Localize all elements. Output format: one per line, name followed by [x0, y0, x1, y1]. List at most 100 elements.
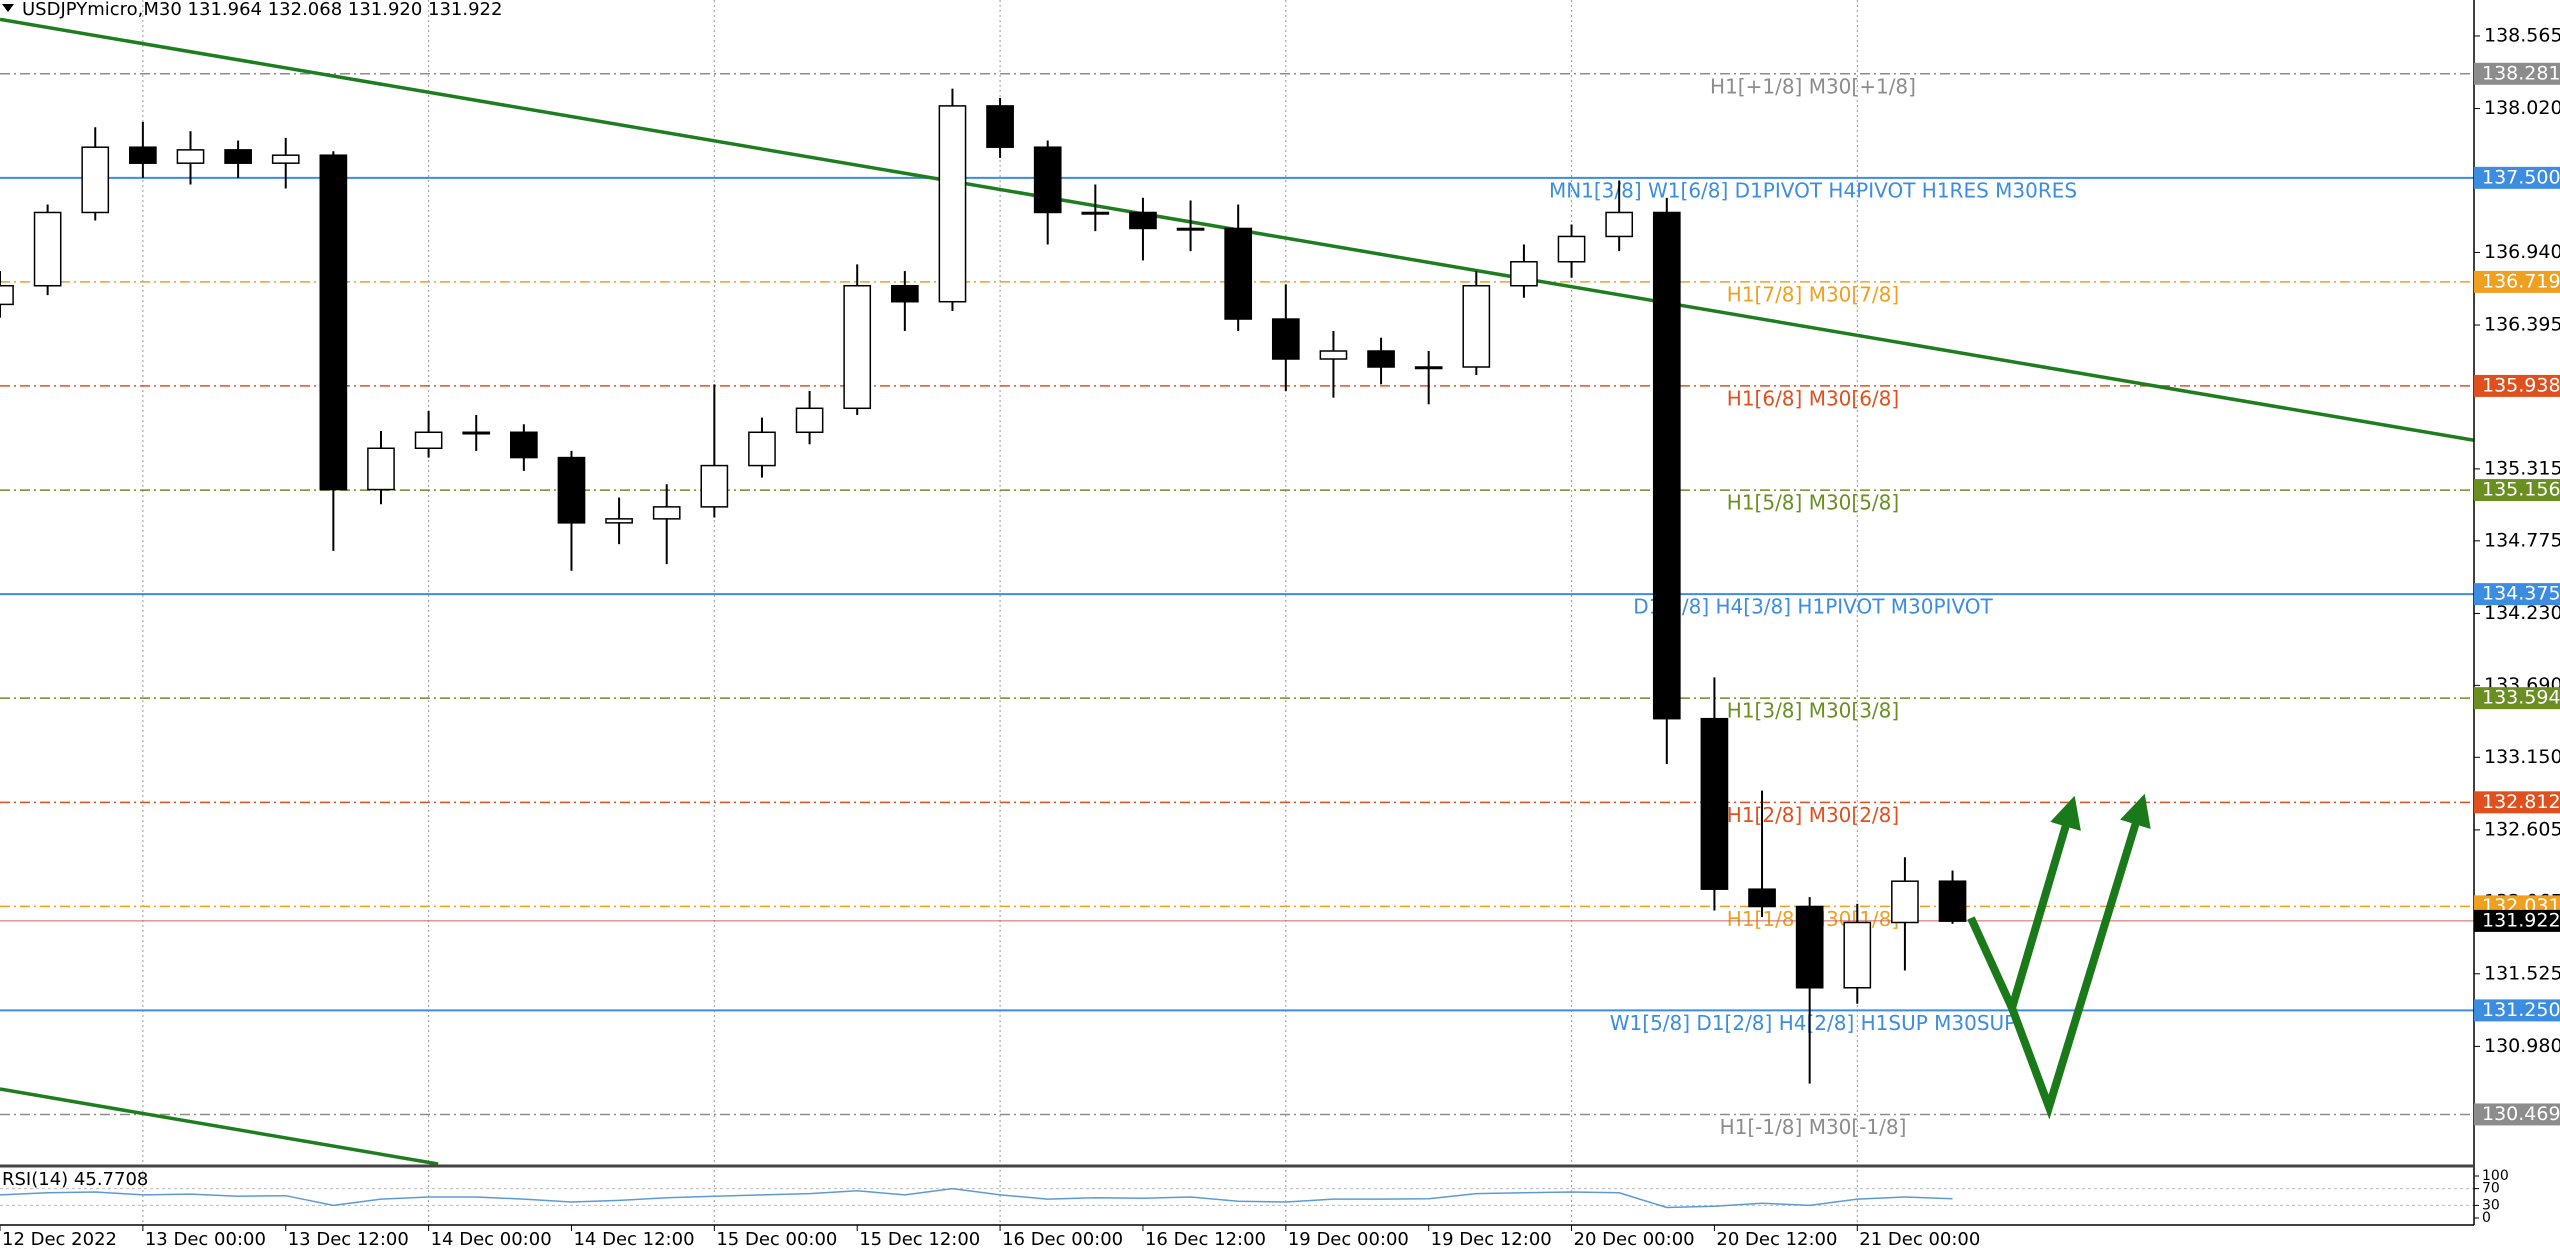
- x-tick-label: 15 Dec 00:00: [716, 1229, 837, 1250]
- candle-body: [319, 154, 348, 491]
- current-price-label: 131.922: [2482, 909, 2560, 931]
- indicator-tick-label: 0: [2482, 1210, 2491, 1226]
- candle-body: [1938, 880, 1967, 922]
- level-price-box: [2474, 270, 2560, 293]
- indicator-line: [0, 1187, 1953, 1209]
- candle-body: [938, 105, 967, 303]
- candle-body: [748, 431, 776, 467]
- level-price-label: 138.281: [2482, 62, 2560, 84]
- x-tick-label: 21 Dec 00:00: [1859, 1229, 1980, 1250]
- x-tick-label: 12 Dec 2022: [2, 1229, 117, 1250]
- grid: [0, 0, 2480, 1231]
- candle-body: [890, 284, 919, 303]
- candle-body: [795, 407, 824, 434]
- level-price-label: 137.500: [2482, 166, 2560, 188]
- x-tick-label: 16 Dec 00:00: [1002, 1229, 1123, 1250]
- candle-body: [1891, 880, 1919, 924]
- candle-body: [1462, 284, 1491, 368]
- level-price-box: [2474, 687, 2560, 710]
- candle-body: [1081, 211, 1110, 215]
- candle-body: [605, 518, 633, 524]
- candle-body: [700, 464, 729, 508]
- level-label: H1[7/8] M30[7/8]: [1727, 282, 1899, 306]
- level-price-box: [2474, 166, 2560, 189]
- level-price-label: 131.250: [2482, 999, 2560, 1021]
- level-price-box: [2474, 999, 2560, 1022]
- x-tick-label: 19 Dec 00:00: [1288, 1229, 1409, 1250]
- candle-body: [1319, 350, 1348, 360]
- level-label: H1[+1/8] M30[+1/8]: [1710, 74, 1916, 98]
- candle-body: [414, 431, 443, 450]
- candle-body: [1414, 366, 1443, 370]
- x-tick-label: 13 Dec 00:00: [145, 1229, 266, 1250]
- candle-body: [986, 105, 1014, 148]
- x-tick-label: 19 Dec 12:00: [1431, 1229, 1552, 1250]
- candle-body: [271, 154, 300, 164]
- candle-body: [1367, 350, 1395, 368]
- candle-body: [176, 149, 205, 164]
- level-label: D1[3/8] H4[3/8] H1PIVOT M30PIVOT: [1633, 595, 1993, 619]
- x-tick-label: 14 Dec 00:00: [431, 1229, 552, 1250]
- forecast-arrow: [2008, 793, 2151, 1120]
- level-price-box: [2474, 479, 2560, 502]
- y-tick-label: 132.605: [2484, 818, 2560, 840]
- candle-body: [1271, 318, 1300, 360]
- level-price-box: [2474, 1103, 2560, 1126]
- indicator-tick-label: 30: [2482, 1197, 2500, 1213]
- candle-body: [33, 211, 62, 287]
- trendline: [0, 1087, 439, 1166]
- candle-body: [1557, 235, 1586, 263]
- indicator-tick-label: 100: [2482, 1168, 2509, 1184]
- y-tick-label: 134.775: [2484, 529, 2560, 551]
- candle-body: [1652, 211, 1681, 720]
- candle-body: [1224, 227, 1253, 320]
- candle-body: [843, 284, 872, 410]
- candle-body: [1843, 921, 1872, 989]
- level-price-label: 134.375: [2482, 583, 2560, 605]
- level-label: H1[3/8] M30[3/8]: [1727, 699, 1899, 723]
- level-label: W1[5/8] D1[2/8] H4[2/8] H1SUP M30SUP: [1610, 1011, 2016, 1035]
- indicator-tick-label: 70: [2482, 1181, 2500, 1197]
- current-price-box: [2474, 909, 2560, 932]
- candle-body: [367, 447, 395, 491]
- level-price-label: 132.812: [2482, 791, 2560, 813]
- level-price-label: 135.156: [2482, 479, 2560, 501]
- indicator-title: RSI(14) 45.7708: [2, 1169, 148, 1190]
- y-tick-label: 131.525: [2484, 962, 2560, 984]
- candle-body: [0, 284, 14, 306]
- candle-body: [462, 431, 491, 435]
- level-price-label: 136.719: [2482, 270, 2560, 292]
- candle-body: [1033, 146, 1062, 214]
- y-tick-label: 134.230: [2484, 602, 2560, 624]
- level-price-box: [2474, 583, 2560, 606]
- level-price-label: 133.594: [2482, 687, 2560, 709]
- candle-body: [1748, 888, 1776, 908]
- menu-arrow[interactable]: [2, 4, 14, 12]
- x-tick-label: 20 Dec 12:00: [1716, 1229, 1837, 1250]
- level-label: H1[6/8] M30[6/8]: [1727, 386, 1899, 410]
- level-label: MN1[3/8] W1[6/8] D1PIVOT H4PIVOT H1RES M…: [1549, 178, 2077, 202]
- candle-body: [1176, 227, 1205, 231]
- level-price-label: 130.469: [2482, 1103, 2560, 1125]
- level-label: H1[2/8] M30[2/8]: [1727, 803, 1899, 827]
- level-price-label: 135.938: [2482, 374, 2560, 396]
- level-label: H1[-1/8] M30[-1/8]: [1720, 1115, 1907, 1139]
- y-tick-label: 136.395: [2484, 314, 2560, 336]
- levels: H1[+1/8] M30[+1/8] MN1[3/8] W1[6/8] D1PIV…: [0, 73, 2474, 1139]
- y-tick-label: 138.565: [2484, 24, 2560, 46]
- candle-body: [1605, 211, 1634, 238]
- x-tick-label: 15 Dec 12:00: [859, 1229, 980, 1250]
- candle-body: [510, 431, 538, 459]
- x-tick-label: 20 Dec 00:00: [1574, 1229, 1695, 1250]
- candle-body: [81, 146, 110, 214]
- forecast-arrow: [1967, 795, 2081, 1020]
- candle-body: [1129, 211, 1157, 230]
- level-price-box: [2474, 791, 2560, 814]
- candle-body: [557, 456, 586, 524]
- y-tick-label: 138.020: [2484, 97, 2560, 119]
- y-tick-label: 136.940: [2484, 241, 2560, 263]
- candle-body: [1700, 717, 1729, 890]
- x-tick-label: 14 Dec 12:00: [573, 1229, 694, 1250]
- x-tick-label: 16 Dec 12:00: [1145, 1229, 1266, 1250]
